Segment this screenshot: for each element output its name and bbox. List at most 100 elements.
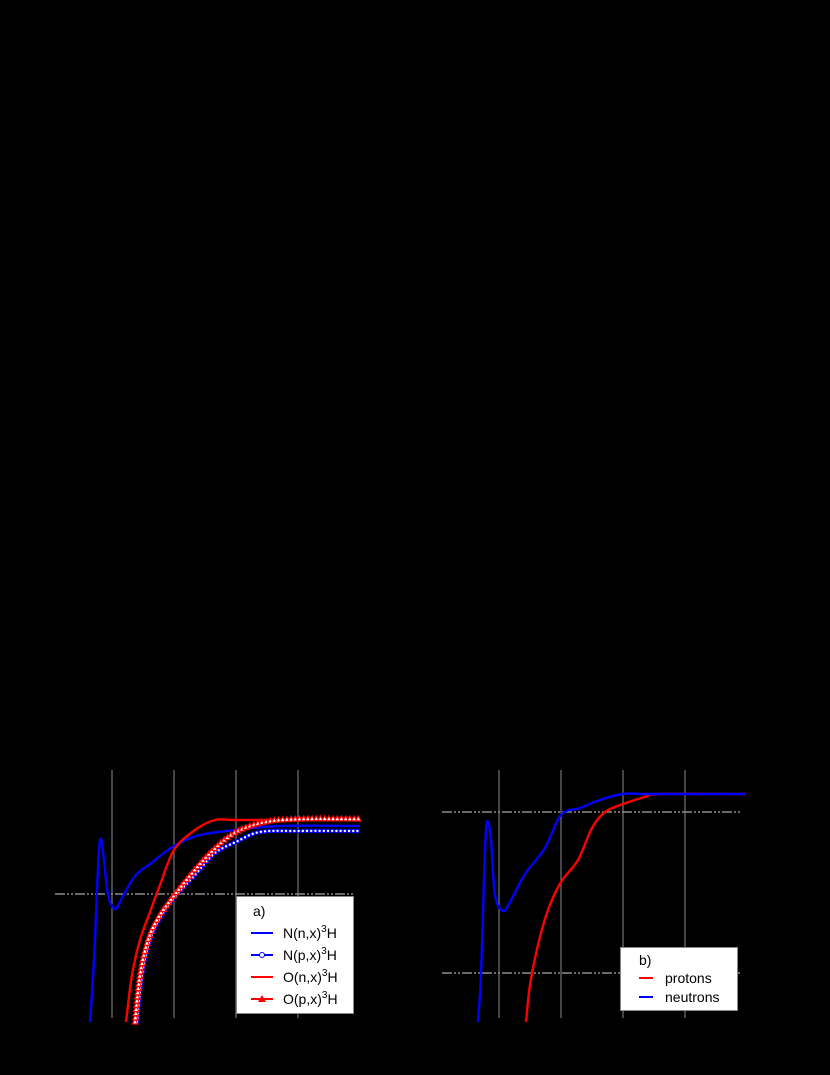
triangle-marker-icon bbox=[132, 1005, 141, 1013]
circle-marker-icon bbox=[266, 828, 272, 834]
circle-marker-icon bbox=[219, 845, 225, 851]
circle-marker-icon bbox=[355, 828, 360, 834]
triangle-marker-icon bbox=[164, 898, 173, 906]
circle-marker-icon bbox=[238, 836, 244, 842]
triangle-marker-icon bbox=[312, 814, 321, 822]
panel-b-legend-title: b) bbox=[639, 952, 652, 968]
triangle-marker-icon bbox=[308, 814, 316, 822]
triangle-marker-icon bbox=[185, 872, 194, 879]
legend-entry-neutrons: neutrons bbox=[639, 989, 719, 1005]
triangle-marker-icon bbox=[155, 912, 163, 920]
legend-label: neutrons bbox=[665, 989, 720, 1005]
triangle-marker-icon bbox=[169, 891, 178, 899]
triangle-marker-icon bbox=[133, 992, 142, 1000]
triangle-marker-icon bbox=[142, 943, 150, 950]
triangle-marker-icon bbox=[157, 908, 165, 916]
triangle-marker-icon bbox=[316, 814, 325, 822]
circle-marker-icon bbox=[308, 828, 314, 834]
panel-a-legend: a) N(n,x)3H N(p,x)3H O(n,x)3H O(p,x)3H bbox=[236, 896, 354, 1014]
blue-line-icon bbox=[639, 992, 653, 1002]
circle-marker-icon bbox=[231, 840, 237, 846]
triangle-marker-icon bbox=[144, 935, 153, 942]
triangle-marker-icon bbox=[159, 905, 168, 913]
triangle-marker-icon bbox=[172, 888, 180, 896]
circle-marker-icon bbox=[292, 828, 297, 834]
circle-marker-icon bbox=[296, 828, 302, 834]
triangle-marker-icon bbox=[196, 859, 204, 867]
legend-entry-n-p-x-3h: N(p,x)3H bbox=[251, 947, 337, 963]
triangle-marker-icon bbox=[133, 996, 141, 1004]
circle-marker-icon bbox=[279, 828, 285, 834]
triangle-marker-icon bbox=[131, 1013, 140, 1021]
triangle-marker-icon bbox=[152, 915, 161, 923]
circle-marker-icon bbox=[325, 828, 331, 834]
triangle-marker-icon bbox=[333, 814, 342, 822]
triangle-marker-icon bbox=[139, 951, 148, 959]
circle-marker-icon bbox=[250, 831, 256, 837]
triangle-marker-icon bbox=[145, 931, 154, 938]
triangle-marker-icon bbox=[350, 814, 358, 822]
legend-entry-o-p-x-3h: O(p,x)3H bbox=[251, 991, 338, 1007]
triangle-marker-icon bbox=[149, 923, 157, 931]
triangle-marker-icon bbox=[137, 963, 146, 971]
circle-marker-icon bbox=[313, 828, 318, 834]
triangle-marker-icon bbox=[167, 895, 175, 902]
triangle-marker-icon bbox=[140, 947, 149, 954]
circle-marker-icon bbox=[271, 828, 276, 834]
triangle-marker-icon bbox=[346, 814, 354, 822]
panel-a-series bbox=[88, 814, 363, 1025]
red-line-icon bbox=[251, 972, 273, 982]
triangle-marker-icon bbox=[133, 988, 142, 996]
red-triangle-marker-icon bbox=[251, 994, 273, 1004]
triangle-marker-icon bbox=[193, 862, 202, 870]
circle-marker-icon bbox=[346, 828, 352, 834]
circle-marker-icon bbox=[254, 830, 260, 836]
circle-marker-icon bbox=[275, 828, 281, 834]
panel-b-series bbox=[476, 792, 747, 1023]
triangle-marker-icon bbox=[138, 959, 146, 967]
circle-marker-icon bbox=[283, 828, 289, 834]
legend-entry-protons: protons bbox=[639, 970, 712, 986]
triangle-marker-icon bbox=[139, 955, 147, 963]
triangle-marker-icon bbox=[150, 919, 159, 927]
panel-b-legend: b) protons neutrons bbox=[620, 947, 738, 1011]
legend-entry-o-n-x-3h: O(n,x)3H bbox=[251, 969, 338, 985]
circle-marker-icon bbox=[246, 833, 252, 838]
triangle-marker-icon bbox=[143, 939, 151, 946]
legend-label: O(n,x)3H bbox=[283, 968, 338, 986]
triangle-marker-icon bbox=[320, 814, 329, 822]
circle-marker-icon bbox=[262, 828, 268, 834]
circle-marker-icon bbox=[350, 828, 356, 834]
triangle-marker-icon bbox=[337, 814, 346, 822]
triangle-marker-icon bbox=[136, 967, 145, 975]
circle-marker-icon bbox=[235, 838, 241, 844]
circle-marker-icon bbox=[321, 828, 327, 834]
triangle-marker-icon bbox=[354, 814, 363, 822]
triangle-marker-icon bbox=[325, 814, 333, 822]
triangle-marker-icon bbox=[132, 1001, 141, 1008]
triangle-marker-icon bbox=[131, 1009, 140, 1017]
triangle-marker-icon bbox=[190, 865, 199, 873]
blue-circle-marker-icon bbox=[251, 950, 273, 960]
series-line-n-n-x-3h bbox=[88, 824, 361, 1023]
legend-label: protons bbox=[665, 970, 712, 986]
triangle-marker-icon bbox=[134, 984, 143, 992]
circle-marker-icon bbox=[342, 828, 348, 834]
red-line-icon bbox=[639, 973, 653, 983]
circle-marker-icon bbox=[304, 828, 310, 834]
circle-marker-icon bbox=[334, 828, 339, 834]
series-line-o-n-x-3h bbox=[124, 818, 360, 1023]
triangle-marker-icon bbox=[341, 814, 350, 822]
series-line-neutrons bbox=[476, 792, 746, 1023]
circle-marker-icon bbox=[287, 828, 293, 834]
circle-marker-icon bbox=[258, 829, 264, 835]
triangle-marker-icon bbox=[182, 875, 191, 883]
circle-marker-icon bbox=[338, 828, 344, 834]
triangle-marker-icon bbox=[174, 885, 183, 892]
triangle-marker-icon bbox=[134, 980, 143, 987]
legend-label: N(n,x)3H bbox=[283, 924, 337, 942]
circle-marker-icon bbox=[242, 834, 248, 840]
legend-entry-n-n-x-3h: N(n,x)3H bbox=[251, 925, 337, 941]
